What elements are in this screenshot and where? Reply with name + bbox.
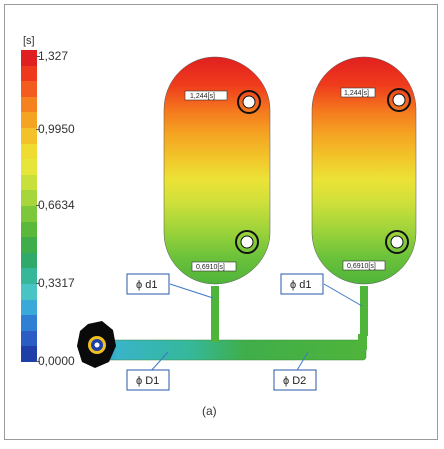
left-tank-bottom-tag: [191, 261, 237, 272]
color-scale-segment: [21, 50, 37, 66]
right-tank-bottom-tag-text: 0,6910[s]: [347, 263, 376, 270]
left-tank-top-tag-text: 1,244[s]: [190, 93, 215, 100]
branch-pipe-left: [211, 286, 219, 342]
label-box-d1-right: [280, 273, 324, 295]
left-tank-top-hole-inner: [242, 95, 256, 109]
right-tank-bottom-hole-inner: [390, 235, 404, 249]
left-tank: [163, 56, 271, 285]
color-scale-segment: [21, 112, 37, 128]
pipe-end: [358, 334, 367, 350]
right-tank-top-tag-text: 1,244[s]: [344, 90, 369, 97]
color-scale-segment: [21, 299, 37, 316]
left-tank-top-tag: [184, 90, 228, 101]
right-tank-top-hole-icon: [387, 88, 411, 112]
figure-caption: (a): [202, 404, 217, 418]
color-scale-segment: [21, 252, 37, 269]
legend-unit: [s]: [23, 35, 35, 47]
color-scale-segment: [21, 346, 37, 362]
color-scale-segment: [21, 159, 37, 175]
right-tank: [311, 56, 417, 285]
color-scale-segment: [21, 65, 37, 82]
color-scale-segment: [21, 283, 37, 300]
color-scale-segment: [21, 81, 37, 97]
color-scale-bar: [21, 50, 37, 362]
figure-frame: [4, 4, 438, 440]
left-tank-bottom-hole-icon: [235, 230, 259, 254]
main-runner-pipe: [95, 339, 367, 361]
color-scale-segment: [21, 237, 37, 253]
label-d1-left: ϕ d1: [136, 279, 157, 291]
legend-tick-1: 0,3317: [36, 276, 75, 290]
color-scale-segment: [21, 330, 37, 347]
color-scale-segment: [21, 96, 37, 113]
legend-tick-max: 1,327: [35, 49, 69, 63]
left-tank-bottom-tag-text: 0,6910[s]: [196, 264, 225, 271]
label-D1: ϕ D1: [136, 375, 159, 387]
color-scale-segment: [21, 127, 37, 144]
color-scale-segment: [21, 315, 37, 331]
label-box-D1: [126, 369, 170, 391]
legend-tick-min: 0,0000: [36, 354, 75, 368]
leader-d1-right: [323, 283, 363, 307]
color-scale-segment: [21, 190, 37, 206]
color-scale-segment: [21, 268, 37, 284]
leader-d1-left: [169, 283, 214, 299]
color-scale-segment: [21, 221, 37, 238]
inlet-center: [94, 342, 100, 348]
label-box-d1-left: [126, 273, 170, 295]
label-D2: ϕ D2: [283, 375, 306, 387]
label-box-D2: [273, 369, 317, 391]
legend-tick-3: 0,9950: [36, 122, 75, 136]
label-d1-right: ϕ d1: [290, 279, 311, 291]
color-scale-segment: [21, 174, 37, 191]
branch-pipe-right: [360, 286, 368, 336]
right-tank-bottom-hole-icon: [385, 230, 409, 254]
color-scale-segment: [21, 205, 37, 222]
legend-tick-2: 0,6634: [36, 198, 75, 212]
right-tank-top-tag: [340, 87, 376, 98]
leader-D2: [295, 351, 309, 373]
right-tank-top-hole-inner: [392, 93, 406, 107]
left-tank-bottom-hole-inner: [240, 235, 254, 249]
leader-D1: [149, 351, 169, 373]
color-scale-segment: [21, 143, 37, 160]
right-tank-bottom-tag: [342, 260, 386, 271]
left-tank-top-hole-icon: [237, 90, 261, 114]
